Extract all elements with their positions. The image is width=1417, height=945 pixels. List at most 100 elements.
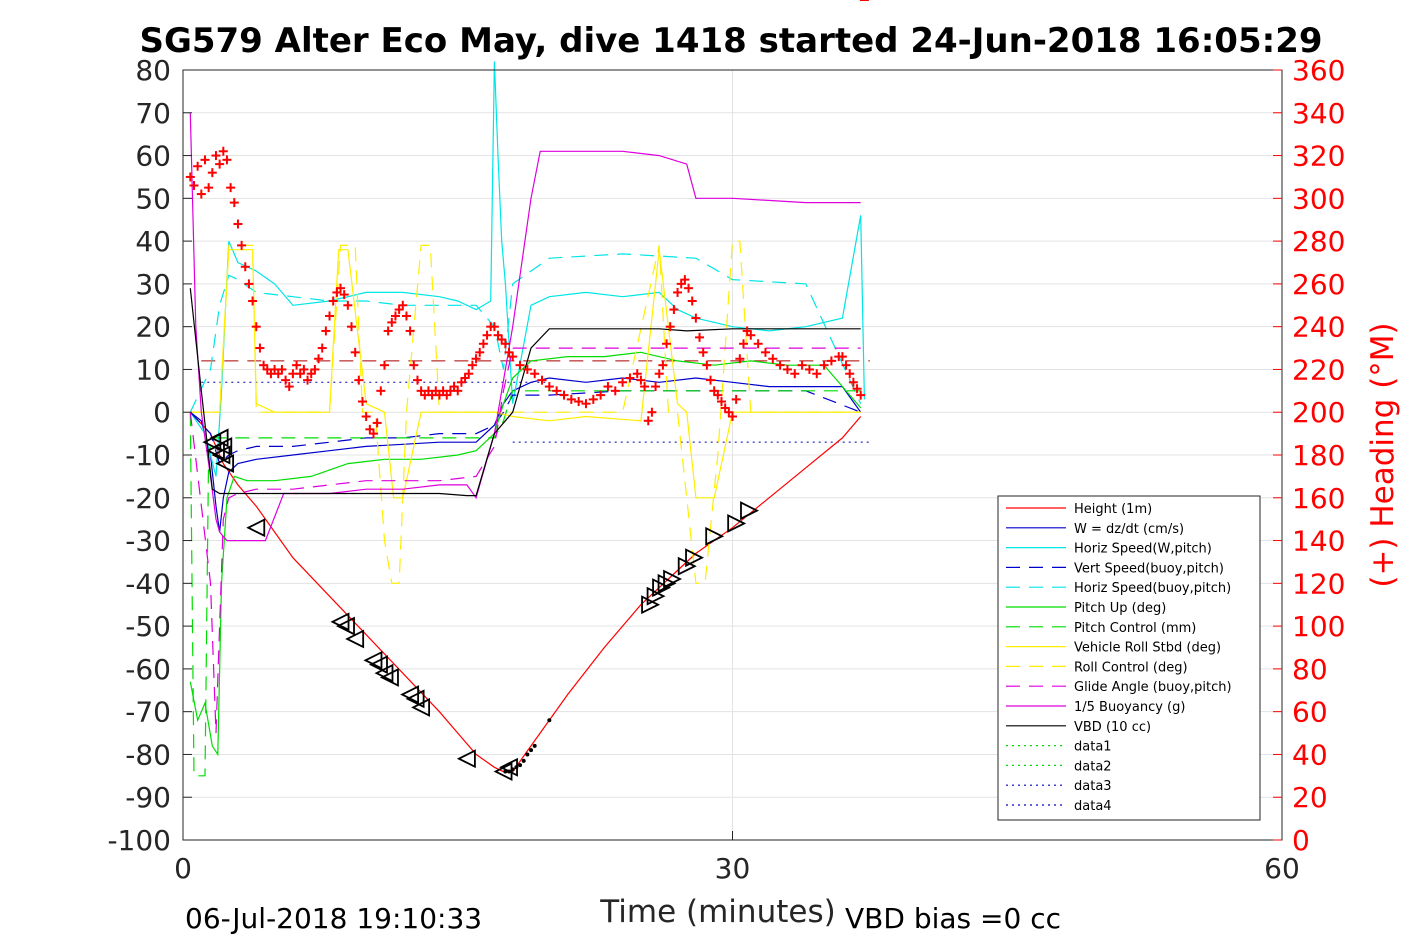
- heading-point: [618, 377, 628, 387]
- heading-point: [281, 375, 291, 385]
- heading-point: [848, 377, 858, 387]
- heading-point: [255, 343, 265, 353]
- heading-point: [482, 330, 492, 340]
- series-line-11: [189, 288, 861, 497]
- left-tick-label: 50: [135, 182, 171, 215]
- dive-marker: [411, 697, 431, 717]
- left-tick-label: -60: [125, 653, 171, 686]
- x-tick-label: 60: [1264, 852, 1300, 885]
- heading-point: [669, 305, 679, 315]
- heading-point: [837, 352, 847, 362]
- left-tick-label: -40: [125, 567, 171, 600]
- heading-point: [299, 364, 309, 374]
- left-tick-label: 80: [135, 54, 171, 87]
- marker-layer: [185, 0, 869, 782]
- heading-point: [196, 189, 206, 199]
- right-tick-label: 0: [1292, 824, 1310, 857]
- legend-entry: data3: [1074, 779, 1112, 794]
- heading-point: [284, 382, 294, 392]
- heading-point: [812, 369, 822, 379]
- left-tick-label: 70: [135, 97, 171, 130]
- climb-marker: [705, 526, 725, 546]
- legend-entry: data4: [1074, 799, 1112, 814]
- heading-point: [354, 375, 364, 385]
- heading-point: [379, 360, 389, 370]
- left-tick-label: -70: [125, 696, 171, 729]
- heading-point: [292, 360, 302, 370]
- heading-point: [728, 412, 737, 421]
- left-tick-label: 20: [135, 311, 171, 344]
- legend-entry: VBD (10 cc): [1074, 720, 1151, 735]
- bottom-dot: [529, 748, 534, 753]
- legend-entry: data2: [1074, 759, 1112, 774]
- heading-point: [478, 339, 488, 349]
- right-tick-label: 160: [1292, 482, 1345, 515]
- heading-point: [717, 397, 727, 407]
- heading-point: [515, 360, 525, 370]
- legend-entry: Horiz Speed(W,pitch): [1074, 542, 1212, 557]
- heading-point: [610, 386, 620, 396]
- dive-marker: [246, 518, 266, 538]
- climb-marker: [646, 586, 666, 606]
- heading-point: [698, 347, 708, 357]
- heading-point: [662, 339, 672, 349]
- climb-marker: [652, 578, 672, 598]
- heading-point: [691, 313, 701, 323]
- heading-point: [596, 390, 606, 400]
- heading-point: [314, 354, 324, 364]
- heading-point: [731, 394, 741, 404]
- dive-marker: [209, 428, 229, 448]
- x-tick-label: 0: [174, 852, 192, 885]
- heading-point: [559, 390, 569, 400]
- heading-point: [713, 390, 723, 400]
- left-tick-label: -80: [125, 738, 171, 771]
- legend-entry: 1/5 Buoyancy (g): [1074, 700, 1185, 715]
- climb-marker: [727, 513, 747, 533]
- heading-point: [738, 339, 748, 349]
- heading-point: [240, 262, 250, 272]
- heading-point: [782, 364, 792, 374]
- bottom-dot: [547, 718, 552, 723]
- footer-date: 06-Jul-2018 19:10:33: [185, 902, 482, 935]
- right-tick-label: 320: [1292, 140, 1345, 173]
- legend-entry: Glide Angle (buoy,pitch): [1074, 680, 1232, 695]
- series-line-8: [190, 240, 861, 584]
- dive-marker: [379, 667, 399, 687]
- heading-point: [398, 300, 408, 310]
- heading-point: [841, 360, 851, 370]
- bottom-dot: [503, 769, 508, 774]
- heading-point: [277, 364, 287, 374]
- heading-point: [826, 356, 836, 366]
- heading-point: [797, 360, 807, 370]
- heading-point: [508, 352, 518, 362]
- right-tick-label: 80: [1292, 653, 1328, 686]
- heading-point: [735, 354, 745, 364]
- climb-marker: [685, 548, 705, 568]
- heading-point: [368, 429, 378, 439]
- footer-vbd-bias: VBD bias =0 cc: [845, 902, 1061, 935]
- legend-entry: Vert Speed(buoy,pitch): [1074, 561, 1224, 576]
- left-tick-label: 10: [135, 353, 171, 386]
- x-axis-label: Time (minutes): [599, 894, 835, 930]
- bottom-dot: [510, 767, 515, 772]
- right-tick-label: 240: [1292, 311, 1345, 344]
- heading-point: [467, 360, 477, 370]
- heading-point: [706, 375, 716, 385]
- dive-marker: [336, 616, 355, 636]
- heading-point: [405, 326, 415, 336]
- heading-point: [768, 354, 778, 364]
- heading-point: [237, 240, 247, 250]
- heading-point: [233, 219, 243, 229]
- dive-marker: [215, 454, 235, 474]
- heading-point: [339, 290, 349, 300]
- left-tick-label: 60: [135, 140, 171, 173]
- heading-point: [412, 375, 422, 385]
- heading-point: [325, 311, 335, 321]
- heading-point: [819, 360, 829, 370]
- heading-point: [537, 375, 547, 385]
- right-tick-label: 300: [1292, 182, 1345, 215]
- left-tick-label: -20: [125, 482, 171, 515]
- heading-point: [552, 386, 562, 396]
- heading-point: [856, 390, 866, 400]
- left-tick-label: -90: [125, 781, 171, 814]
